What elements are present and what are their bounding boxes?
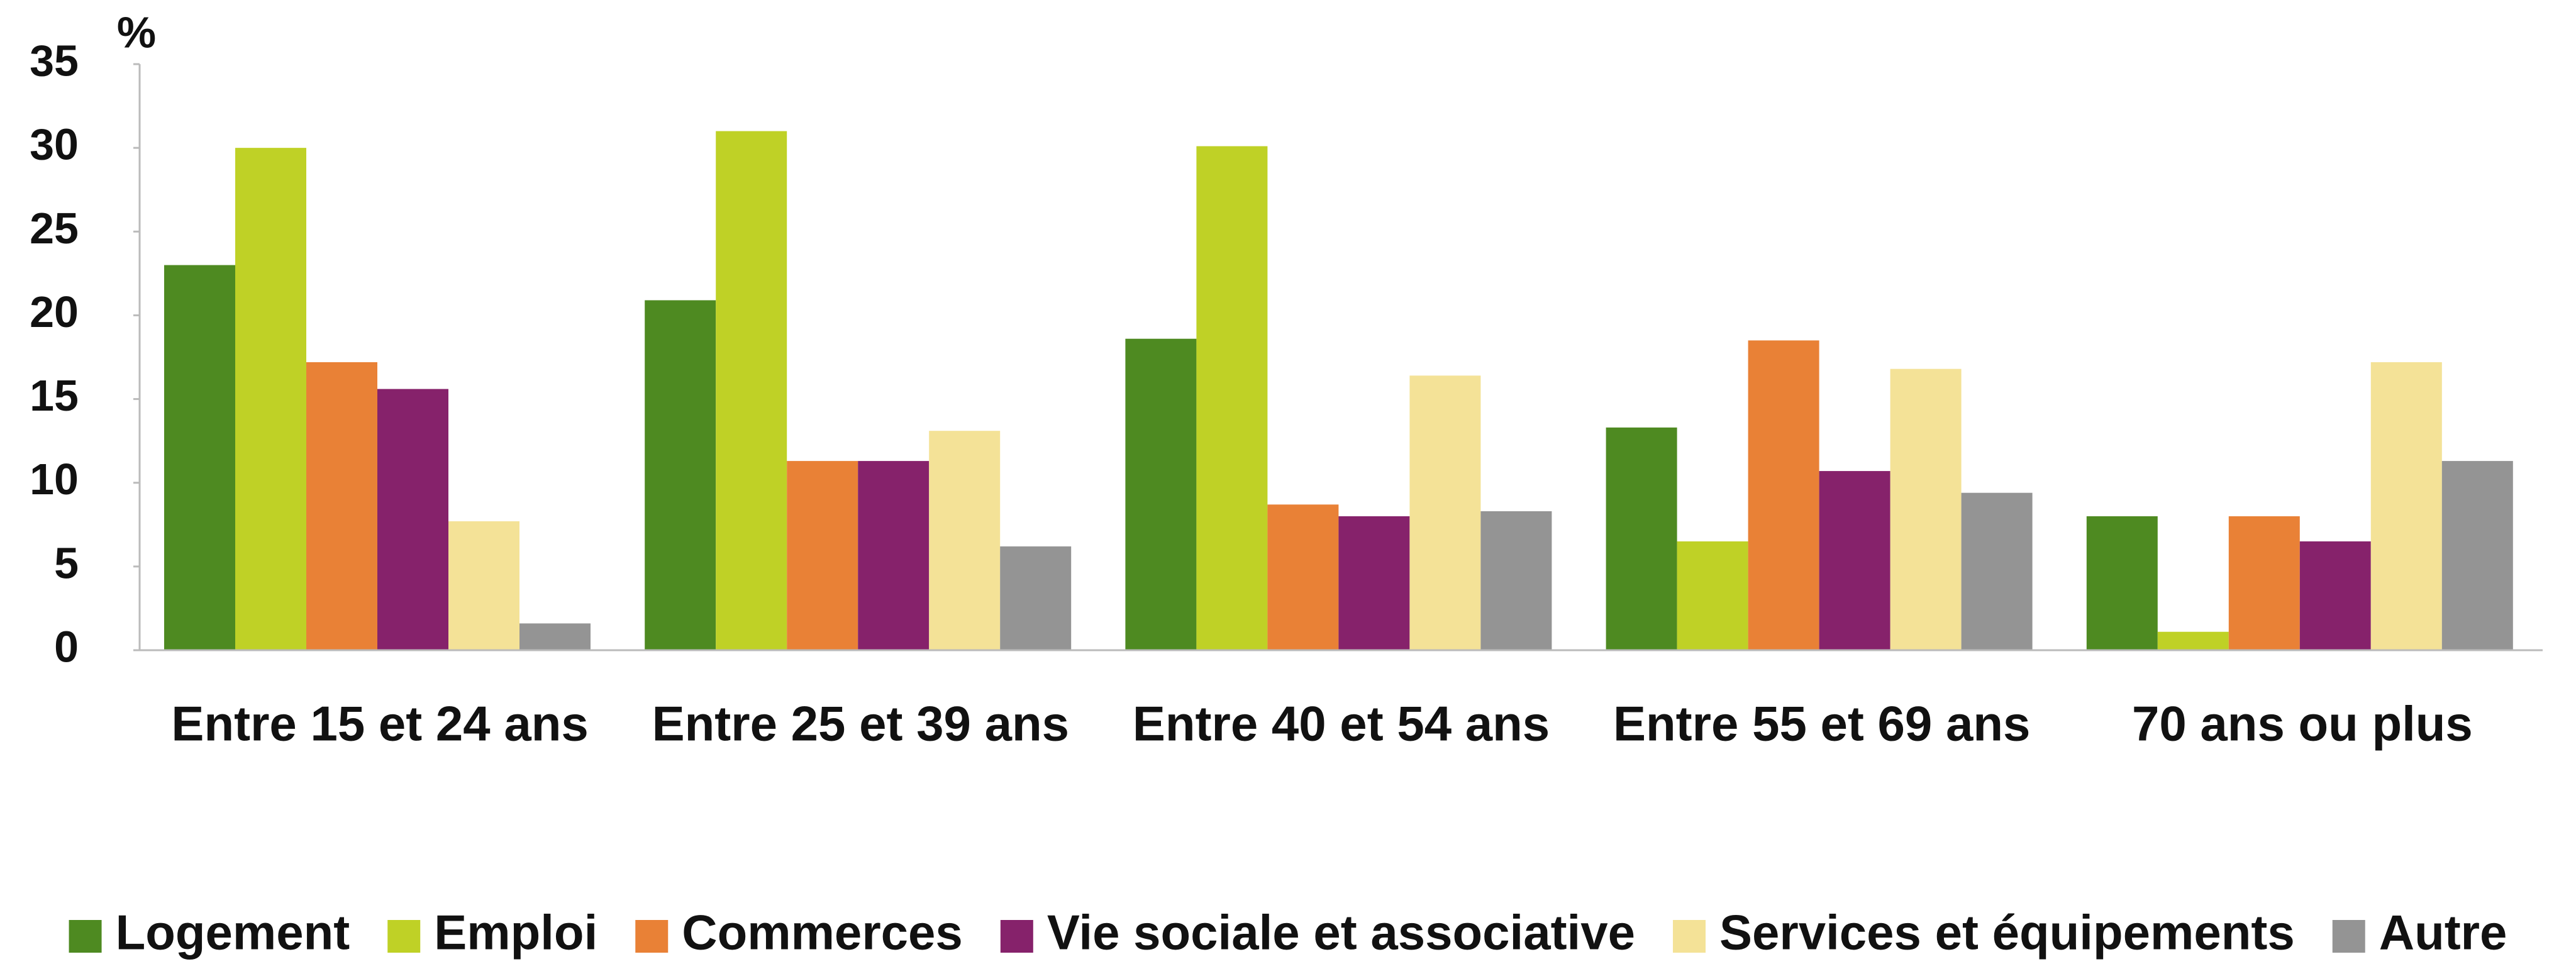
bar — [1000, 546, 1072, 650]
bar — [1409, 375, 1481, 650]
bar — [645, 300, 716, 650]
legend-swatch — [1000, 920, 1033, 953]
x-tick-label: Entre 55 et 69 ans — [1613, 696, 2030, 751]
bar — [787, 461, 858, 650]
y-tick-label: 35 — [30, 36, 79, 85]
y-tick-label: 15 — [30, 371, 79, 420]
legend-label: Logement — [116, 905, 350, 960]
bar — [2157, 631, 2229, 650]
bar — [716, 131, 787, 650]
bar — [519, 623, 591, 650]
bar — [377, 389, 448, 650]
bar — [1606, 427, 1677, 650]
y-tick-label: 10 — [30, 455, 79, 504]
x-tick-label: Entre 40 et 54 ans — [1133, 696, 1550, 751]
legend-label: Services et équipements — [1719, 905, 2295, 960]
bar — [858, 461, 930, 650]
bar — [1819, 471, 1890, 650]
legend-swatch — [69, 920, 102, 953]
y-tick-label: 0 — [54, 622, 79, 671]
x-tick-label: Entre 15 et 24 ans — [171, 696, 588, 751]
bar — [2086, 516, 2158, 650]
y-tick-label: 25 — [30, 204, 79, 253]
bar — [2370, 362, 2442, 650]
bar — [235, 148, 306, 651]
legend-label: Autre — [2379, 905, 2507, 960]
bar — [1125, 338, 1197, 650]
y-tick-label: 30 — [30, 120, 79, 169]
bar — [306, 362, 377, 650]
x-tick-label: 70 ans ou plus — [2132, 696, 2473, 751]
legend-swatch — [635, 920, 669, 953]
bar — [1961, 492, 2033, 650]
legend-label: Emploi — [434, 905, 597, 960]
bar — [1480, 511, 1552, 650]
bar — [1338, 516, 1410, 650]
bar — [448, 521, 519, 650]
legend-label: Commerces — [682, 905, 963, 960]
bar — [2228, 516, 2300, 650]
y-tick-label: 5 — [54, 538, 79, 587]
bar — [929, 431, 1001, 650]
legend-label: Vie sociale et associative — [1047, 905, 1635, 960]
legend-swatch — [387, 920, 421, 953]
y-tick-label: 20 — [30, 287, 79, 336]
bar — [1267, 504, 1339, 650]
x-tick-label: Entre 25 et 39 ans — [652, 696, 1069, 751]
y-unit: % — [117, 8, 156, 57]
legend-swatch — [1672, 920, 1706, 953]
bar — [2441, 461, 2513, 650]
bar — [164, 265, 235, 650]
bar — [1890, 368, 1962, 650]
bar — [1748, 340, 1819, 650]
bar — [2299, 541, 2371, 650]
bar — [1196, 146, 1268, 651]
legend-swatch — [2332, 920, 2365, 953]
bar — [1677, 541, 1748, 650]
